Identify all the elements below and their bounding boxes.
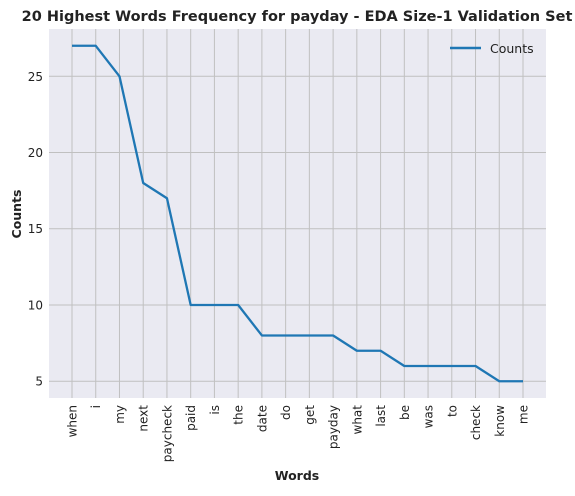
x-tick-label: payday [327, 405, 341, 449]
x-tick-label: is [208, 405, 222, 415]
x-axis-ticks: when i my next paycheck paid is the date do get pay… [66, 405, 531, 463]
y-tick-label: 15 [28, 222, 43, 236]
x-tick-label: date [255, 405, 269, 432]
x-axis-label: Words [275, 468, 319, 483]
x-tick-label: was [422, 405, 436, 428]
y-tick-label: 20 [28, 146, 43, 160]
y-tick-label: 25 [28, 70, 43, 84]
x-tick-label: know [493, 405, 507, 437]
y-axis-ticks: 5 10 15 20 25 [28, 70, 43, 389]
y-tick-label: 10 [28, 298, 43, 312]
x-tick-label: to [445, 405, 459, 417]
x-tick-label: what [350, 405, 364, 435]
legend-label-counts: Counts [490, 41, 534, 56]
x-tick-label: paycheck [160, 405, 174, 462]
y-axis-label: Counts [9, 190, 24, 239]
x-tick-label: do [279, 405, 293, 420]
series-line-counts [72, 44, 523, 383]
x-tick-label: next [137, 405, 151, 432]
x-tick-label: paid [184, 405, 198, 431]
x-tick-label: my [113, 405, 127, 424]
chart-title: 20 Highest Words Frequency for payday - … [22, 9, 573, 25]
y-tick-label: 5 [35, 375, 43, 389]
x-tick-label: get [303, 405, 317, 425]
x-tick-label: when [66, 405, 80, 437]
plot-area [49, 29, 546, 398]
legend: Counts [450, 41, 534, 56]
x-tick-label: be [398, 405, 412, 420]
x-tick-label: i [89, 405, 103, 408]
x-tick-label: check [469, 405, 483, 440]
x-tick-label: me [517, 405, 531, 424]
x-tick-label: the [232, 405, 246, 425]
x-tick-label: last [374, 405, 388, 427]
